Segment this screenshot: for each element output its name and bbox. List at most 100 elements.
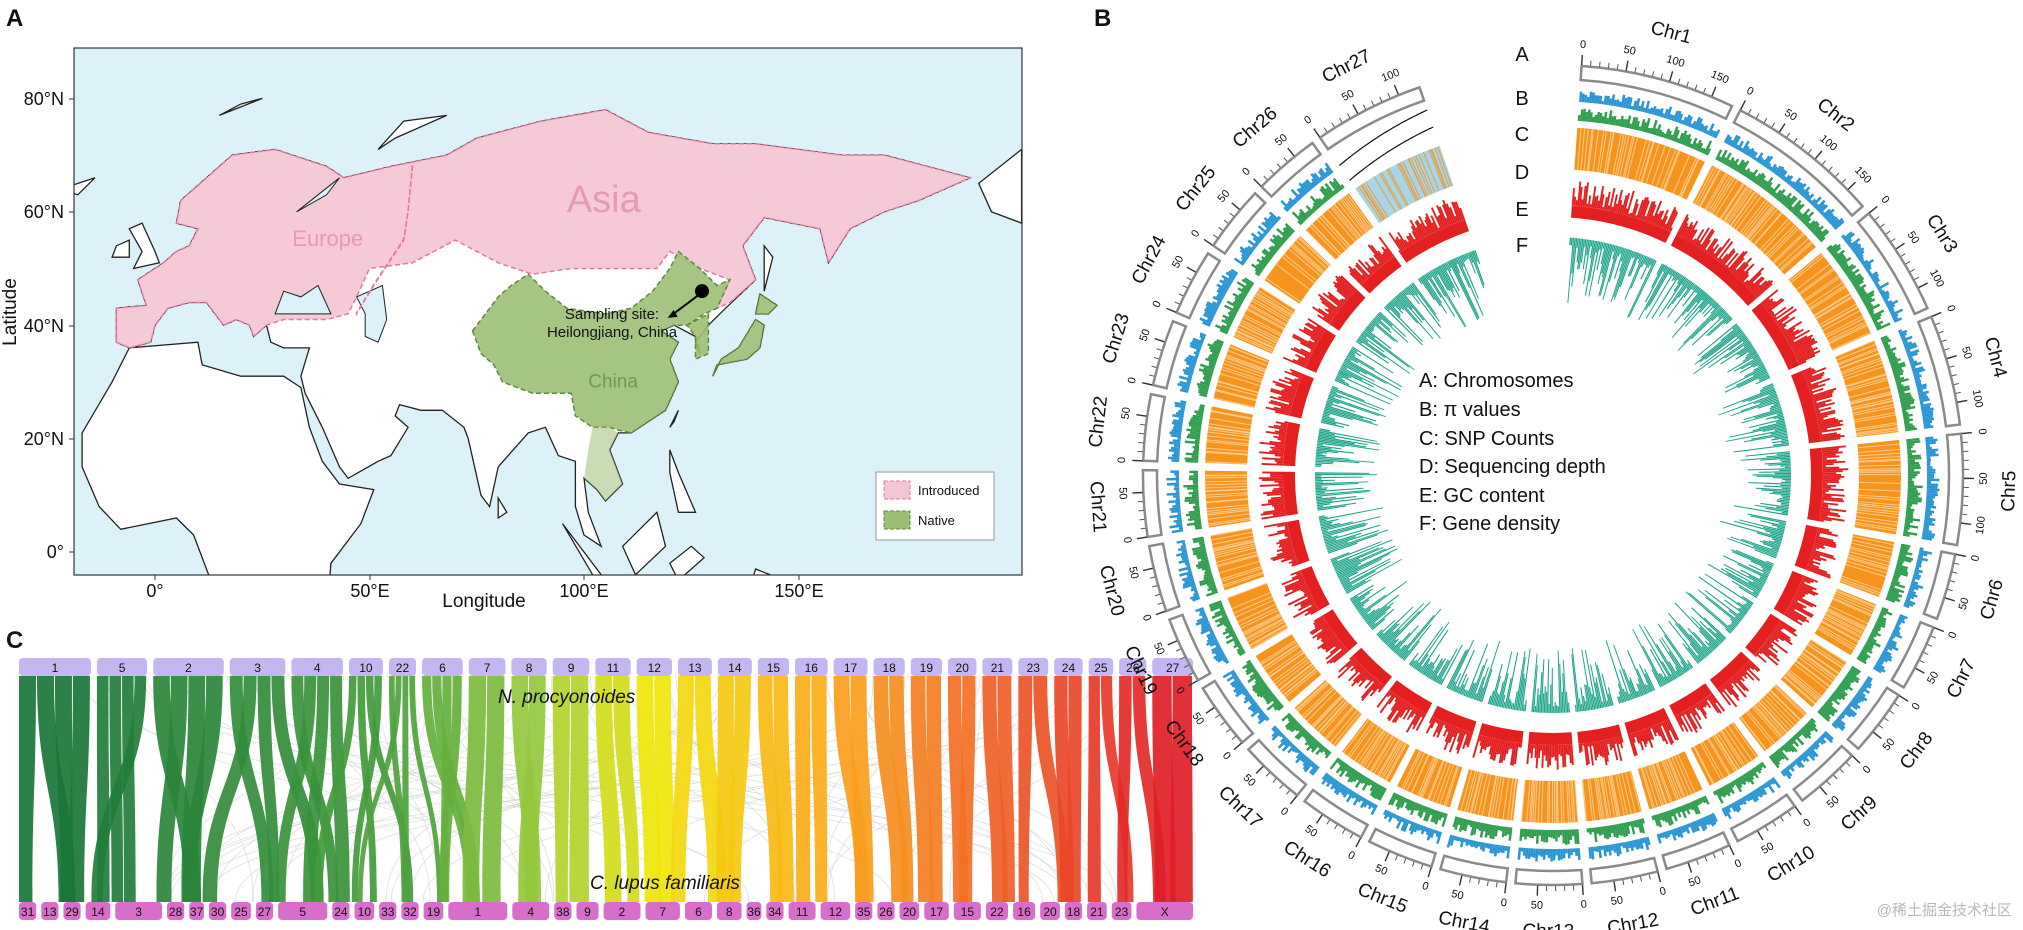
track-c-bar xyxy=(1323,196,1329,202)
track-f-bar xyxy=(1762,383,1774,389)
circos-legend-item: E: GC content xyxy=(1419,485,1545,507)
track-d-line xyxy=(1205,480,1248,483)
track-e-bar xyxy=(1816,409,1836,416)
track-e-bar xyxy=(1823,472,1837,475)
track-b-bar xyxy=(1913,374,1922,379)
track-b-bar xyxy=(1868,272,1873,276)
track-e-bar xyxy=(1684,224,1694,240)
track-b-bar xyxy=(1257,711,1265,719)
bottom-label: 5 xyxy=(299,905,306,919)
track-f-bar xyxy=(1318,431,1335,436)
track-c-bar xyxy=(1682,134,1689,146)
track-d-line xyxy=(1249,624,1287,647)
track-f-bar xyxy=(1740,397,1779,412)
track-b-bar xyxy=(1250,232,1262,243)
track-e-bar xyxy=(1549,745,1552,766)
track-b-bar xyxy=(1572,848,1576,853)
track-f-bar xyxy=(1584,239,1587,248)
track-b-bar xyxy=(1194,589,1198,594)
track-f-bar xyxy=(1394,297,1418,324)
track-f-bar xyxy=(1568,702,1570,713)
track-e-bar xyxy=(1739,668,1747,676)
track-f-bar xyxy=(1389,638,1400,649)
y-tick-label: 0° xyxy=(47,542,64,562)
track-f-bar xyxy=(1694,328,1741,365)
track-c-bar xyxy=(1388,792,1396,806)
track-c-bar xyxy=(1871,630,1882,637)
track-d-line xyxy=(1417,756,1435,796)
track-f-bar xyxy=(1355,599,1370,610)
minor-tick xyxy=(1696,859,1699,865)
tick-label: 50 xyxy=(1881,736,1898,753)
track-d-line xyxy=(1211,531,1253,541)
track-f-bar xyxy=(1760,384,1774,392)
track-f-bar xyxy=(1440,644,1463,686)
track-f-bar xyxy=(1759,576,1767,581)
track-c-bar xyxy=(1414,803,1420,811)
track-c-bar xyxy=(1784,195,1796,208)
track-c-bar xyxy=(1226,300,1241,310)
track-e-bar xyxy=(1813,401,1817,404)
track-e-bar xyxy=(1533,744,1536,749)
track-e-bar xyxy=(1778,316,1796,329)
track-e-bar xyxy=(1274,430,1287,434)
major-tick xyxy=(1869,205,1878,214)
track-d-line xyxy=(1469,772,1481,814)
track-c-bar xyxy=(1312,205,1318,211)
track-e-bar xyxy=(1605,191,1611,211)
minor-tick xyxy=(1905,261,1911,265)
minor-tick xyxy=(1265,772,1270,777)
track-e-bar xyxy=(1488,737,1493,747)
track-f-bar xyxy=(1399,608,1442,658)
track-f-bar xyxy=(1531,653,1538,713)
track-b-bar xyxy=(1174,485,1180,488)
track-f-bar xyxy=(1697,654,1703,661)
track-b-bar xyxy=(1555,849,1558,856)
track-e-bar xyxy=(1779,620,1797,632)
track-b-bar xyxy=(1857,690,1866,698)
track-e-bar xyxy=(1291,384,1298,389)
track-d-line xyxy=(1858,456,1901,460)
track-c-bar xyxy=(1192,480,1199,483)
track-c-bar xyxy=(1898,552,1907,557)
track-d-line xyxy=(1274,658,1309,685)
track-c-bar xyxy=(1693,142,1698,150)
track-f-bar xyxy=(1368,323,1375,329)
track-d-line xyxy=(1694,166,1715,205)
minor-tick xyxy=(1703,87,1706,93)
track-c-bar xyxy=(1755,172,1765,185)
track-b-bar xyxy=(1837,715,1843,720)
track-f-bar xyxy=(1420,276,1441,307)
bottom-box xyxy=(877,902,895,920)
track-e-bar xyxy=(1802,577,1814,583)
track-c-bar xyxy=(1856,656,1867,665)
track-e-bar xyxy=(1260,510,1286,516)
track-c-bar xyxy=(1827,697,1833,703)
track-c-bar xyxy=(1195,526,1203,530)
track-c-bar xyxy=(1266,699,1280,711)
track-d-line xyxy=(1283,253,1317,282)
track-e-bar xyxy=(1465,731,1472,746)
track-e-bar xyxy=(1259,441,1285,447)
track-e-bar xyxy=(1496,739,1502,755)
tick-label: 50 xyxy=(1905,229,1922,246)
track-e-bar xyxy=(1662,223,1667,230)
track-d-line xyxy=(1241,319,1280,340)
track-c-bar xyxy=(1205,357,1217,364)
track-c-bar xyxy=(1526,829,1530,837)
track-e-bar xyxy=(1276,549,1294,556)
track-d-line xyxy=(1854,414,1896,423)
track-b-bar xyxy=(1926,456,1931,460)
track-e-bar xyxy=(1706,238,1719,255)
track-e-bar xyxy=(1729,678,1747,698)
track-d-line xyxy=(1373,737,1397,774)
track-e-bar xyxy=(1657,219,1663,227)
track-b-bar xyxy=(1240,256,1248,262)
track-f-bar xyxy=(1330,390,1337,394)
track-c-bar xyxy=(1754,765,1762,774)
track-c-bar xyxy=(1877,617,1887,624)
track-b-bar xyxy=(1684,824,1691,834)
tick-label: 50 xyxy=(1116,487,1129,500)
bottom-label: 36 xyxy=(747,905,761,919)
